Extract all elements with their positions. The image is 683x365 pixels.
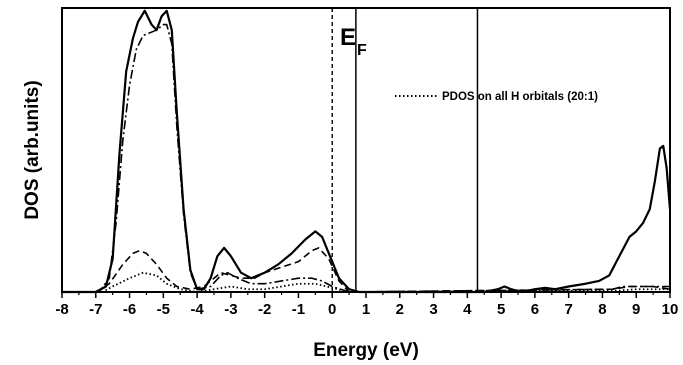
x-tick-label: -5: [157, 301, 170, 318]
x-tick-label: 4: [463, 301, 472, 318]
series-line-dashed: [62, 247, 671, 293]
x-tick-label: -2: [258, 301, 271, 318]
x-axis-ticks: -8 -7 -6 -5 -4 -3 -2 -1 0 1 2 3 4 5 6 7 8 9 10: [55, 292, 678, 318]
series-line-dash-dot: [62, 23, 670, 293]
x-tick-label: -1: [292, 301, 305, 318]
x-tick-label: 1: [362, 301, 370, 318]
x-tick-label: 5: [497, 301, 505, 318]
x-tick-label: 7: [564, 301, 572, 318]
x-tick-label: -4: [190, 301, 204, 318]
x-tick-label: 10: [662, 301, 679, 318]
x-tick-label: -7: [89, 301, 102, 318]
x-tick-label: 8: [598, 301, 606, 318]
y-axis-label: DOS (arb.units): [22, 80, 43, 219]
x-tick-label: 3: [429, 301, 437, 318]
x-tick-label: -6: [123, 301, 136, 318]
x-tick-label: -8: [55, 301, 68, 318]
x-tick-label: 2: [396, 301, 404, 318]
series-line-solid: [62, 9, 672, 294]
legend-entry-label: PDOS on all H orbitals (20:1): [442, 91, 598, 103]
fermi-level-label: E F: [340, 24, 367, 59]
x-axis-label: Energy (eV): [313, 340, 419, 361]
x-tick-label: 6: [531, 301, 539, 318]
reference-lines: [331, 8, 479, 292]
fermi-label-main: E: [340, 24, 356, 51]
x-tick-label: 0: [328, 301, 336, 318]
fermi-label-subscript: F: [357, 42, 367, 59]
x-tick-label: 9: [632, 301, 640, 318]
x-tick-label: -3: [224, 301, 237, 318]
legend: PDOS on all H orbitals (20:1): [395, 91, 598, 103]
